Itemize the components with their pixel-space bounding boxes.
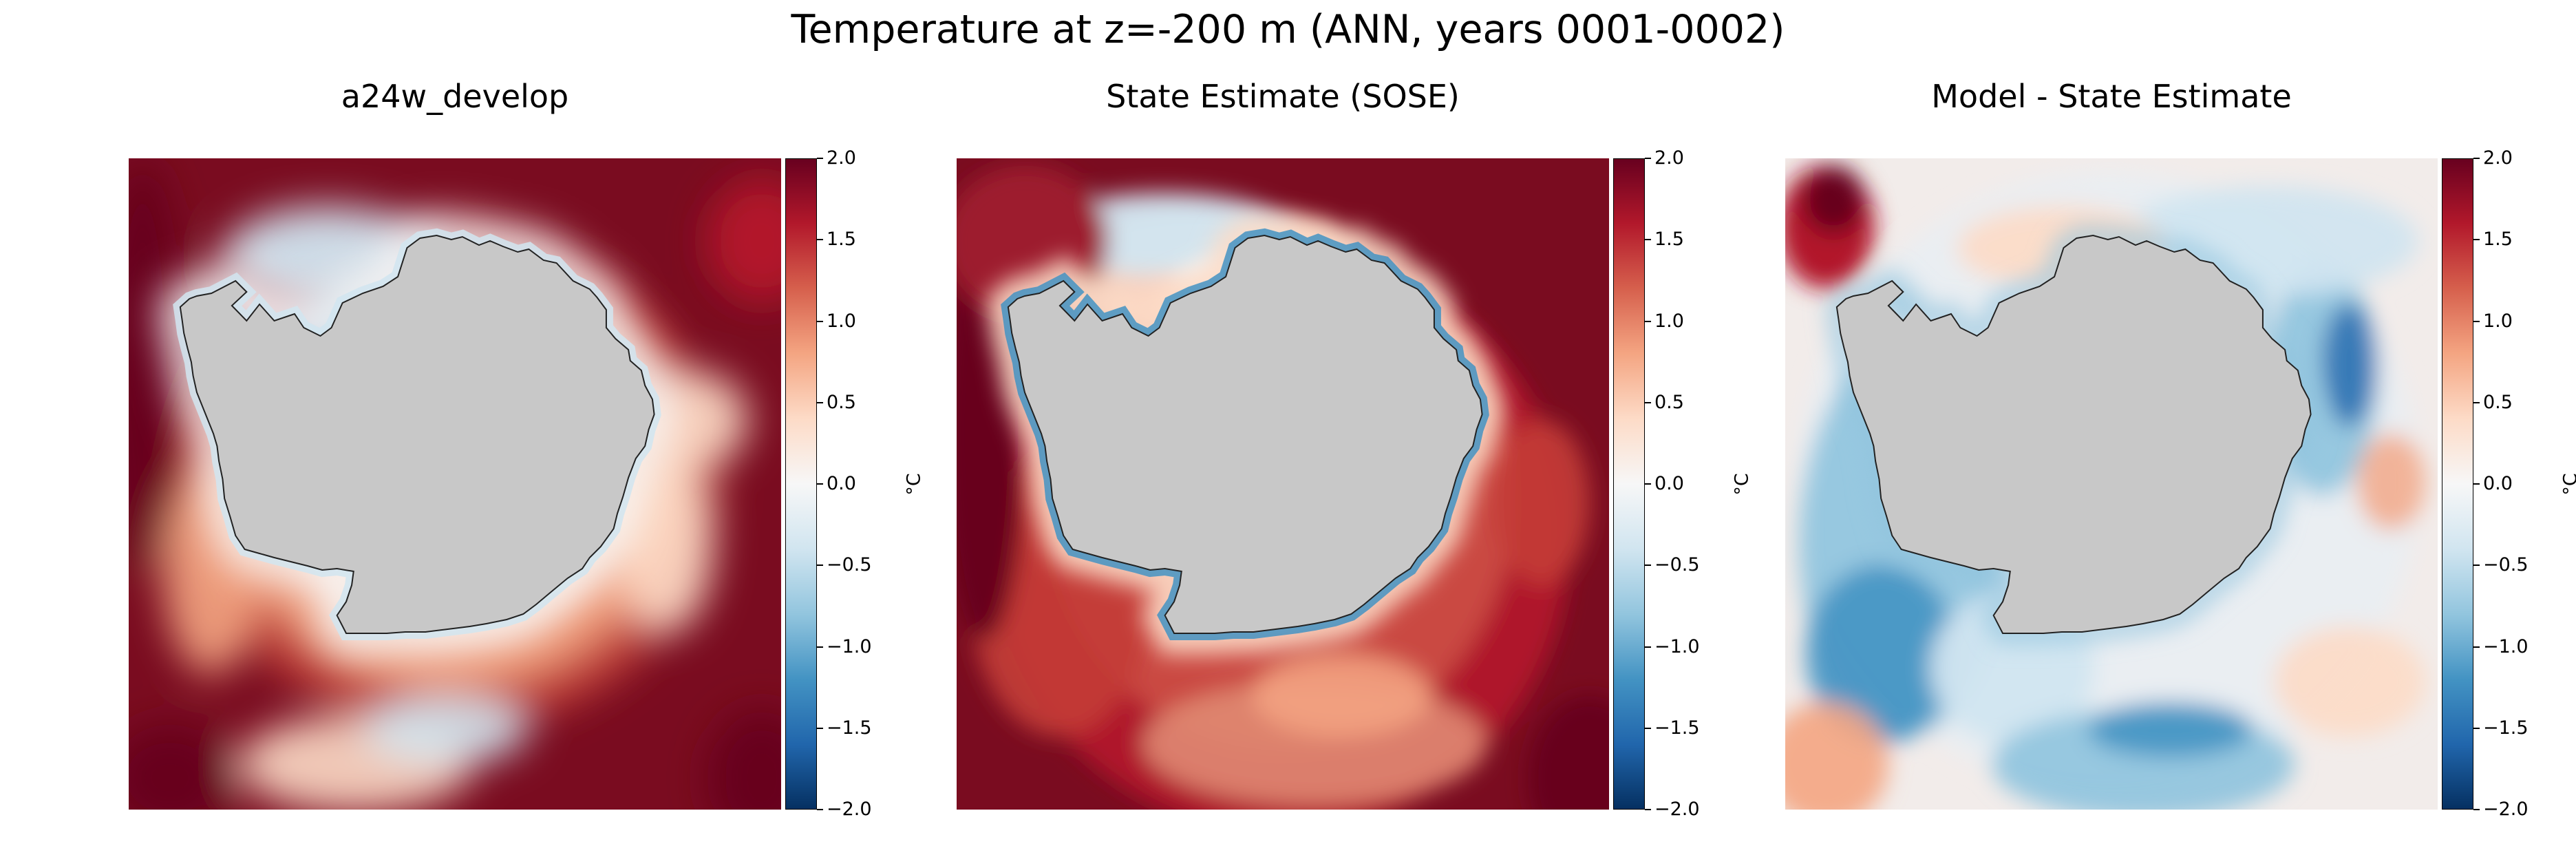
- colorbar-tick-label: 2.0: [827, 147, 856, 169]
- field-patch: [707, 179, 781, 303]
- field-patch: [1806, 564, 1957, 743]
- colorbar-tick-label: −1.5: [2483, 717, 2529, 739]
- colorbar-tick-mark: [1645, 646, 1651, 648]
- colorbar-tick-label: 2.0: [2483, 147, 2513, 169]
- colorbar-tick-label: 1.0: [2483, 310, 2513, 332]
- panel-title-model: a24w_develop: [341, 78, 569, 115]
- colorbar-tick-label: −1.0: [1654, 635, 1700, 657]
- colorbar-tick-mark: [817, 320, 823, 322]
- field-patch: [2322, 303, 2377, 427]
- colorbar-tick-mark: [2473, 158, 2480, 159]
- colorbar-tick-mark: [817, 239, 823, 241]
- colorbar-gradient: [785, 158, 817, 810]
- colorbar-tick-label: 0.0: [1654, 473, 1684, 494]
- colorbar-tick-mark: [2473, 646, 2480, 648]
- colorbar-tick-label: 0.0: [827, 473, 856, 494]
- colorbar-tick-mark: [817, 158, 823, 159]
- field-patch: [363, 695, 528, 764]
- colorbar-tick-label: −1.5: [1654, 717, 1700, 739]
- colorbar-tick-label: −2.0: [1654, 799, 1700, 820]
- field-patch: [2356, 434, 2425, 530]
- panel-title-diff: Model - State Estimate: [1931, 78, 2292, 115]
- colorbar-tick-mark: [817, 809, 823, 810]
- colorbar-tick-label: 2.0: [1654, 147, 1684, 169]
- colorbar-tick-mark: [2473, 401, 2480, 403]
- colorbar-tick-label: −1.0: [827, 635, 872, 657]
- colorbar-tick-label: 1.0: [827, 310, 856, 332]
- colorbar-tick-mark: [1645, 727, 1651, 729]
- map-model-svg: [129, 158, 781, 810]
- colorbar-tick-label: 1.5: [1654, 229, 1684, 251]
- antarctica-landmask: [1835, 234, 2312, 634]
- colorbar-tick-mark: [1645, 239, 1651, 241]
- colorbar-unit-label: °C: [903, 473, 925, 496]
- field-patch: [1253, 654, 1431, 737]
- colorbar-gradient: [1613, 158, 1645, 810]
- antarctica-landmask: [179, 234, 655, 634]
- colorbar-tick-mark: [2473, 320, 2480, 322]
- colorbar-tick-label: −0.5: [827, 554, 872, 576]
- field-patch: [1528, 695, 1609, 810]
- colorbar-tick-label: 0.5: [2483, 391, 2513, 413]
- field-patch: [2274, 626, 2425, 737]
- colorbar-sose: [1613, 158, 1645, 810]
- figure-suptitle: Temperature at z=-200 m (ANN, years 0001…: [791, 7, 1785, 52]
- colorbar-tick-label: −1.0: [2483, 635, 2529, 657]
- map-sose-svg: [957, 158, 1609, 810]
- colorbar-tick-mark: [817, 401, 823, 403]
- colorbar-tick-label: 0.5: [827, 391, 856, 413]
- colorbar-tick-label: 1.0: [1654, 310, 1684, 332]
- colorbar-tick-mark: [1645, 401, 1651, 403]
- colorbar-unit-label: °C: [2559, 473, 2576, 496]
- colorbar-tick-label: −0.5: [2483, 554, 2529, 576]
- field-patch: [1785, 702, 1888, 810]
- colorbar-tick-label: −1.5: [827, 717, 872, 739]
- colorbar-unit-label: °C: [1731, 473, 1753, 496]
- colorbar-gradient: [2442, 158, 2473, 810]
- colorbar-tick-mark: [1645, 564, 1651, 567]
- colorbar-tick-label: 1.5: [2483, 229, 2513, 251]
- colorbar-tick-mark: [2473, 809, 2480, 810]
- colorbar-model: [785, 158, 817, 810]
- colorbar-tick-mark: [1645, 809, 1651, 810]
- colorbar-tick-mark: [2473, 239, 2480, 241]
- colorbar-tick-label: −2.0: [2483, 799, 2529, 820]
- colorbar-tick-mark: [1645, 483, 1651, 485]
- field-patch: [2088, 702, 2253, 757]
- map-panel-diff: [1785, 158, 2438, 810]
- colorbar-tick-mark: [817, 564, 823, 567]
- colorbar-tick-mark: [817, 483, 823, 485]
- colorbar-tick-label: 0.0: [2483, 473, 2513, 494]
- panel-title-sose: State Estimate (SOSE): [1106, 78, 1460, 115]
- colorbar-tick-mark: [1645, 320, 1651, 322]
- field-patch: [1493, 420, 1590, 585]
- map-panel-sose: [957, 158, 1609, 810]
- field-patch: [1802, 165, 1864, 234]
- antarctica-landmask: [1007, 234, 1483, 634]
- colorbar-tick-label: 0.5: [1654, 391, 1684, 413]
- field-patch: [129, 723, 232, 810]
- colorbar-tick-mark: [2473, 483, 2480, 485]
- colorbar-tick-label: −2.0: [827, 799, 872, 820]
- colorbar-tick-label: −0.5: [1654, 554, 1700, 576]
- colorbar-tick-mark: [2473, 564, 2480, 567]
- field-patch: [707, 709, 781, 810]
- colorbar-diff: [2442, 158, 2473, 810]
- map-panel-model: [129, 158, 781, 810]
- colorbar-tick-mark: [2473, 727, 2480, 729]
- colorbar-tick-mark: [1645, 158, 1651, 159]
- colorbar-tick-mark: [817, 727, 823, 729]
- colorbar-tick-mark: [817, 646, 823, 648]
- map-diff-svg: [1785, 158, 2438, 810]
- colorbar-tick-label: 1.5: [827, 229, 856, 251]
- field-patch: [129, 158, 184, 571]
